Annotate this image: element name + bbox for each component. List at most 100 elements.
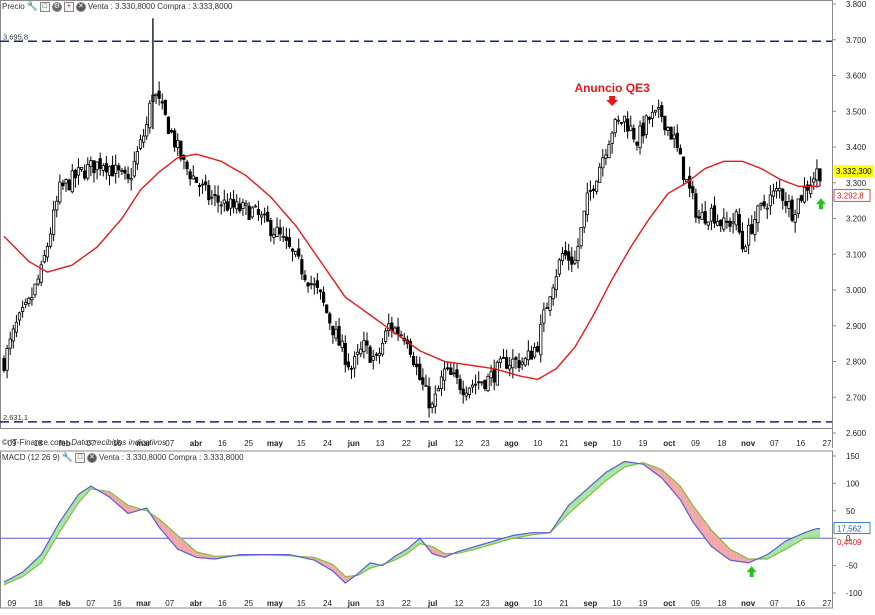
- price-chart[interactable]: 2.6002.7002.8002.9003.0003.1003.2003.300…: [0, 0, 875, 448]
- x-tick-label: sep: [583, 439, 597, 448]
- candle-body: [555, 277, 557, 290]
- candle-body: [515, 358, 517, 360]
- candle-body: [630, 126, 632, 131]
- macd-panel: MACD (12 26 9) 🔧 □ ✕ Venta : 3.330,8000 …: [0, 448, 875, 610]
- price-header: Precio 🔧 □ ⚙ + ✕ Venta : 3.330,8000 Comp…: [2, 1, 232, 12]
- candle-body: [456, 370, 458, 378]
- candle-body: [161, 102, 163, 103]
- candle-body: [158, 91, 160, 98]
- candle-body: [481, 382, 483, 383]
- candle-body: [788, 202, 790, 209]
- candle-body: [325, 305, 327, 313]
- candle-body: [214, 194, 216, 195]
- candle-body: [614, 120, 616, 133]
- candle-body: [450, 368, 452, 375]
- macd-close-icon[interactable]: ✕: [87, 453, 97, 463]
- candle-body: [571, 257, 573, 264]
- candle-body: [319, 290, 321, 292]
- candle-body: [242, 202, 244, 208]
- macd-wrench-icon[interactable]: 🔧: [62, 452, 73, 463]
- candle-body: [533, 347, 535, 357]
- candle-body: [499, 359, 501, 363]
- gear-icon[interactable]: ⚙: [52, 2, 62, 12]
- price-quote: Venta : 3.330,8000 Compra : 3.333,8000: [88, 2, 233, 11]
- x-tick-label: 24: [323, 439, 332, 448]
- candle-body: [580, 228, 582, 246]
- candle-body: [397, 327, 399, 334]
- macd-x-tick-label: oct: [663, 599, 675, 608]
- macd-y-tick-label: 100: [846, 479, 860, 488]
- wrench-icon[interactable]: 🔧: [27, 1, 38, 12]
- candle-body: [130, 179, 132, 180]
- candle-body: [657, 107, 659, 109]
- candle-body: [285, 237, 287, 241]
- macd-x-tick-label: 16: [113, 599, 122, 608]
- candle-body: [90, 161, 92, 167]
- candle-body: [434, 394, 436, 406]
- candle-body: [664, 116, 666, 130]
- candle-body: [167, 117, 169, 133]
- candle-body: [173, 131, 175, 147]
- x-tick-label: 15: [297, 439, 306, 448]
- green-arrow: [816, 198, 826, 209]
- candle-body: [558, 260, 560, 274]
- reference-label: 2.631,1: [3, 413, 28, 422]
- candle-body: [819, 169, 821, 181]
- last-price-label: 3.332,300: [836, 167, 872, 176]
- close-icon[interactable]: ✕: [76, 2, 86, 12]
- candle-body: [149, 103, 151, 128]
- candle-body: [567, 252, 569, 261]
- candle-body: [751, 225, 753, 234]
- macd-x-tick-label: 25: [244, 599, 253, 608]
- window-icon[interactable]: □: [40, 2, 50, 12]
- candle-body: [251, 208, 253, 217]
- candle-body: [341, 341, 343, 347]
- candle-body: [419, 364, 421, 379]
- candle-body: [549, 297, 551, 311]
- candle-body: [189, 172, 191, 179]
- candle-body: [124, 170, 126, 173]
- candle-body: [673, 135, 675, 139]
- candle-body: [177, 141, 179, 148]
- candle-body: [704, 211, 706, 223]
- candle-body: [260, 215, 262, 217]
- candle-body: [211, 197, 213, 198]
- candle-body: [797, 199, 799, 214]
- macd-x-tick-label: 19: [639, 599, 648, 608]
- candle-body: [670, 127, 672, 139]
- candle-body: [307, 283, 309, 286]
- footer-note: Datos recibidos indicativos: [71, 438, 166, 447]
- footer-source: © IT-Finance.com: [2, 438, 65, 447]
- plus-icon[interactable]: +: [64, 2, 74, 12]
- candle-body: [350, 368, 352, 369]
- candle-body: [586, 193, 588, 215]
- candle-body: [766, 208, 768, 209]
- candle-body: [422, 378, 424, 384]
- macd-window-icon[interactable]: □: [75, 453, 85, 463]
- candle-body: [127, 174, 129, 178]
- candle-body: [96, 162, 98, 170]
- candle-body: [639, 126, 641, 148]
- candle-body: [791, 200, 793, 220]
- macd-x-tick-label: 23: [481, 599, 490, 608]
- y-tick-label: 3.200: [846, 215, 867, 224]
- y-tick-label: 3.700: [846, 36, 867, 45]
- candle-body: [291, 249, 293, 251]
- candle-body: [744, 247, 746, 251]
- candle-body: [267, 212, 269, 221]
- candle-body: [31, 298, 33, 300]
- candle-body: [431, 404, 433, 408]
- candle-body: [428, 387, 430, 408]
- candle-body: [310, 283, 312, 284]
- candle-body: [465, 393, 467, 396]
- candle-body: [270, 220, 272, 235]
- candle-body: [459, 379, 461, 389]
- x-tick-label: jul: [427, 439, 437, 448]
- x-tick-label: 23: [481, 439, 490, 448]
- macd-x-tick-label: may: [267, 599, 284, 608]
- x-tick-label: abr: [190, 439, 202, 448]
- candle-body: [254, 206, 256, 207]
- candle-body: [648, 118, 650, 120]
- candle-body: [754, 219, 756, 234]
